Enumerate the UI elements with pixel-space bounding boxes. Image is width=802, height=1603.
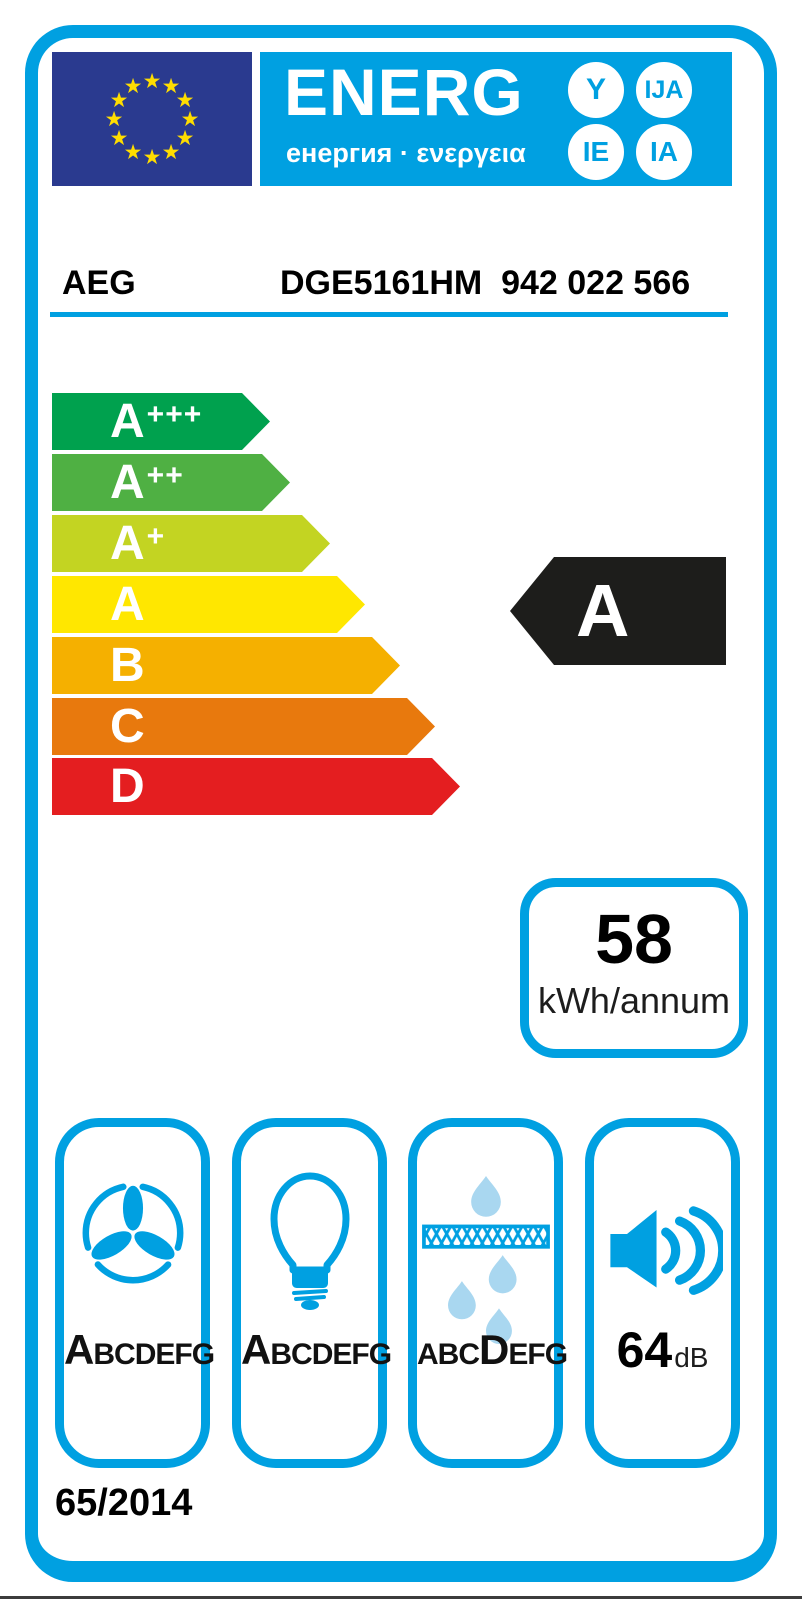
header-divider <box>50 312 728 317</box>
efficiency-scale: A +++ A ++ A + A B C D <box>52 393 522 823</box>
class-letter: E <box>155 1338 175 1371</box>
scale-arrow-d: D <box>52 758 460 815</box>
noise-unit: dB <box>674 1342 709 1373</box>
class-letter: F <box>527 1338 545 1371</box>
speaker-icon <box>594 1195 731 1297</box>
annual-energy-box: 58 kWh/annum <box>520 878 748 1058</box>
grease-class-letters: ABCDEFG <box>417 1326 568 1373</box>
class-letter: G <box>544 1338 568 1371</box>
class-letter: D <box>134 1338 157 1371</box>
noise-value: 64 <box>616 1322 673 1378</box>
class-letter: C <box>291 1338 313 1371</box>
regulation-number: 65/2014 <box>55 1482 193 1524</box>
scale-arrow-a+: A + <box>52 515 330 572</box>
class-letter: B <box>270 1338 292 1371</box>
scale-letter: B <box>110 638 145 692</box>
annual-energy-value: 58 <box>595 900 673 978</box>
scale-arrow-b: B <box>52 637 400 694</box>
rating-arrow: A <box>510 557 726 665</box>
scale-letter: A <box>110 577 145 631</box>
class-letter-highlighted: D <box>479 1326 509 1373</box>
scale-arrow-a+++: A +++ <box>52 393 270 450</box>
energy-banner: ENERG енергия · ενεργεια Y IJA IE IA <box>260 52 732 186</box>
fan-icon <box>64 1174 201 1292</box>
svg-text:★: ★ <box>181 107 200 131</box>
svg-text:★: ★ <box>162 74 181 98</box>
lighting-class-letters: ABCDEFG <box>241 1326 392 1373</box>
class-letter: A <box>417 1338 439 1371</box>
class-letter: G <box>368 1338 392 1371</box>
class-letter-highlighted: A <box>64 1326 94 1373</box>
class-letter: B <box>93 1338 115 1371</box>
rating-class-letter: A <box>576 569 630 652</box>
scale-letter: A <box>110 394 145 448</box>
scale-plus-suffix: ++ <box>146 458 184 492</box>
eu-flag: ★ ★ ★ ★ ★ ★ ★ ★ ★ ★ ★ ★ <box>52 52 252 186</box>
scale-letter: D <box>110 759 145 813</box>
class-letter: F <box>174 1338 192 1371</box>
bulb-icon <box>241 1163 378 1313</box>
svg-text:★: ★ <box>143 69 162 93</box>
banner-energ-text: ENERG <box>284 55 524 129</box>
noise-level-label: 64dB <box>594 1325 731 1375</box>
scale-arrow-c: C <box>52 698 435 755</box>
class-letter-highlighted: A <box>241 1326 271 1373</box>
class-letter: E <box>508 1338 528 1371</box>
svg-text:★: ★ <box>105 107 124 131</box>
class-letter: F <box>351 1338 369 1371</box>
svg-text:★: ★ <box>110 88 129 112</box>
scale-letter: C <box>110 699 145 753</box>
fan-efficiency-box: ABCDEFG <box>55 1118 215 1468</box>
grease-filter-icon <box>417 1169 554 1345</box>
svg-text:★: ★ <box>110 126 129 150</box>
scale-arrow-a++: A ++ <box>52 454 290 511</box>
class-letter: C <box>458 1338 480 1371</box>
scale-plus-suffix: + <box>146 519 166 553</box>
scale-arrow-a: A <box>52 576 365 633</box>
class-letter: D <box>311 1338 334 1371</box>
brand-name: AEG <box>62 264 136 302</box>
suffix-circle-ija: IJA <box>636 62 692 118</box>
svg-text:★: ★ <box>124 140 143 164</box>
banner-subtitle: енергия · ενεργεια <box>286 138 526 168</box>
svg-text:★: ★ <box>124 74 143 98</box>
eu-flag-icon: ★ ★★ ★★★ ★★★ ★★★ <box>52 52 252 186</box>
scale-plus-suffix: +++ <box>146 397 203 431</box>
svg-text:★: ★ <box>162 140 181 164</box>
suffix-circle-y: Y <box>568 62 624 118</box>
lighting-efficiency-box: ABCDEFG <box>232 1118 392 1468</box>
svg-text:★: ★ <box>176 126 195 150</box>
class-letter: B <box>437 1338 460 1371</box>
annual-energy-unit: kWh/annum <box>537 980 731 1021</box>
class-letter: E <box>332 1338 352 1371</box>
fan-class-letters: ABCDEFG <box>64 1326 215 1373</box>
bottom-edge-line <box>0 1596 802 1599</box>
grease-filter-box: ABCDEFG <box>408 1118 568 1468</box>
scale-letter: A <box>110 516 145 570</box>
suffix-circle-ia: IA <box>636 124 692 180</box>
scale-letter: A <box>110 455 145 509</box>
class-letter: G <box>191 1338 215 1371</box>
svg-text:★: ★ <box>143 145 162 169</box>
model-number: DGE5161HM 942 022 566 <box>280 264 691 302</box>
svg-text:★: ★ <box>176 88 195 112</box>
suffix-circle-ie: IE <box>568 124 624 180</box>
class-letter: C <box>114 1338 136 1371</box>
noise-box: 64dB <box>585 1118 740 1468</box>
